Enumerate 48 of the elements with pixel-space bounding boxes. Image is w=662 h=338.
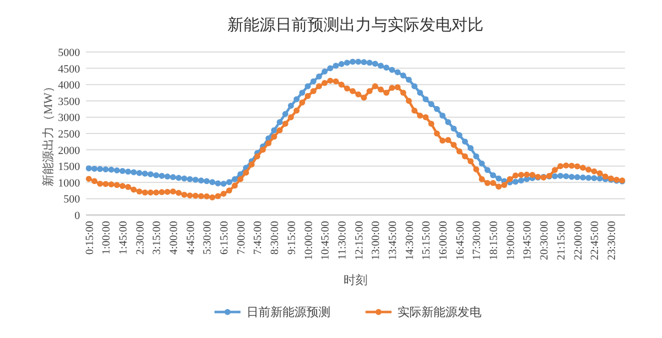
x-tick-label: 22:00:00 xyxy=(572,220,584,260)
y-tick-label: 500 xyxy=(64,194,80,206)
x-tick-label: 10:00:00 xyxy=(302,220,315,260)
x-tick-label: 7:45:00 xyxy=(252,220,264,255)
x-tick-label: 13:45:00 xyxy=(386,220,399,260)
x-tick-label: 23:30:00 xyxy=(606,220,618,260)
y-tick-label: 2500 xyxy=(58,128,80,140)
x-tick-label: 17:30:00 xyxy=(471,220,484,260)
x-tick-label: 4:45:00 xyxy=(184,220,197,255)
x-tick-label: 12:15:00 xyxy=(353,220,366,260)
x-tick-label: 6:15:00 xyxy=(218,220,231,255)
y-tick-label: 4000 xyxy=(58,80,80,92)
y-tick-label: 1000 xyxy=(58,177,80,190)
x-tick-label: 7:00:00 xyxy=(235,220,248,255)
y-tick-label: 3500 xyxy=(58,96,80,108)
x-tick-label: 19:00:00 xyxy=(504,220,517,260)
x-tick-label: 13:00:00 xyxy=(370,220,382,260)
x-tick-label: 2:30:00 xyxy=(134,220,146,255)
x-tick-label: 14:30:00 xyxy=(404,220,416,260)
x-tick-label: 3:15:00 xyxy=(151,220,164,255)
y-tick-label: 0 xyxy=(74,210,80,222)
y-tick-label: 4500 xyxy=(58,63,80,76)
x-tick-label: 15:15:00 xyxy=(420,220,433,260)
chart-title: 新能源日前预测出力与实际发电对比 xyxy=(228,16,484,34)
x-tick-label: 19:45:00 xyxy=(522,220,534,260)
x-tick-label: 16:00:00 xyxy=(438,220,450,260)
y-tick-label: 3000 xyxy=(58,112,80,124)
legend-label: 实际新能源发电 xyxy=(398,305,482,319)
x-tick-label: 22:45:00 xyxy=(589,220,602,260)
x-tick-label: 1:45:00 xyxy=(117,220,130,255)
x-tick-label: 9:15:00 xyxy=(286,220,298,255)
x-tick-label: 0:15:00 xyxy=(84,220,96,255)
y-tick-label: 2000 xyxy=(58,144,80,157)
x-tick-label: 4:00:00 xyxy=(168,220,180,255)
x-tick-label: 5:30:00 xyxy=(202,220,214,255)
x-tick-label: 18:15:00 xyxy=(488,220,500,260)
y-tick-label: 1500 xyxy=(58,161,80,174)
x-tick-label: 20:30:00 xyxy=(538,220,551,260)
x-axis-title: 时刻 xyxy=(344,273,368,287)
x-tick-label: 8:30:00 xyxy=(269,220,282,255)
y-axis-title: 新能源出力（MW） xyxy=(41,80,55,186)
x-tick-label: 10:45:00 xyxy=(320,220,332,260)
y-tick-label: 5000 xyxy=(58,47,80,59)
x-tick-label: 16:45:00 xyxy=(454,220,466,260)
x-tick-label: 1:00:00 xyxy=(100,220,113,255)
legend-label: 日前新能源预测 xyxy=(246,305,330,319)
x-tick-label: 21:15:00 xyxy=(555,220,568,260)
x-tick-label: 11:30:00 xyxy=(336,220,348,260)
